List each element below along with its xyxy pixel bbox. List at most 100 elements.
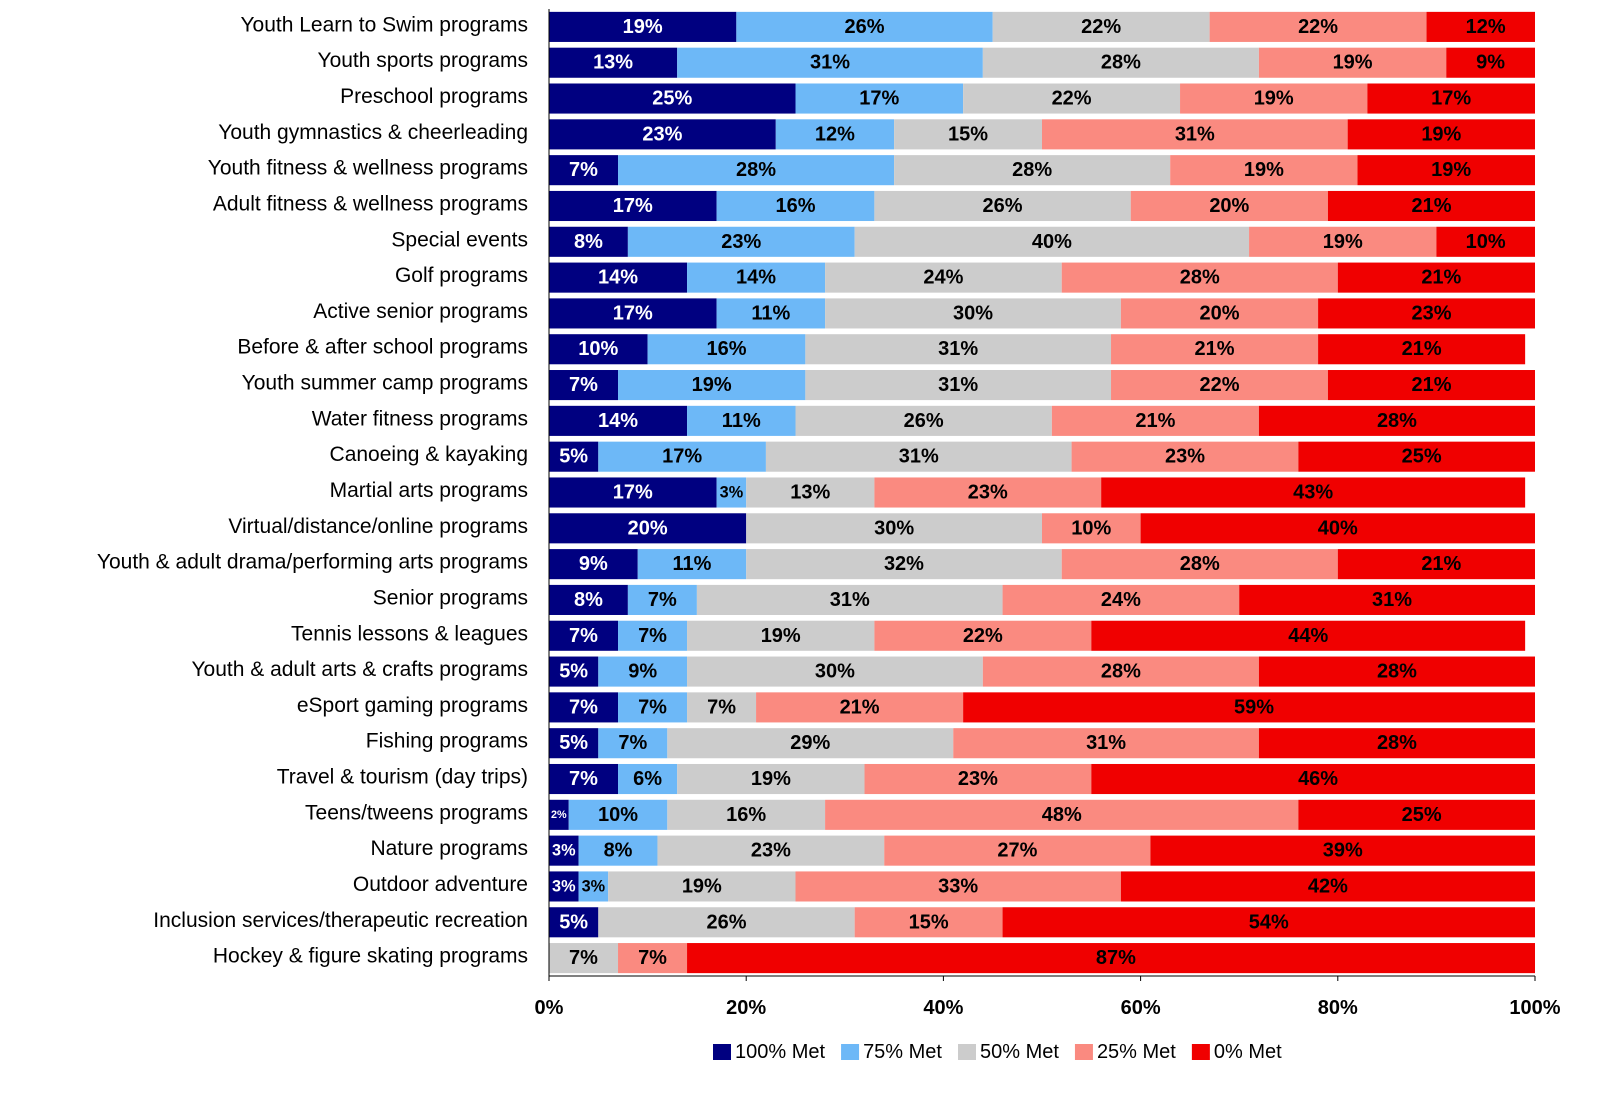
data-label: 9% (579, 553, 608, 575)
data-label: 7% (618, 732, 647, 754)
category-label: Tennis lessons & leagues (291, 622, 528, 645)
data-label: 7% (569, 625, 598, 647)
data-label: 19% (1244, 159, 1284, 181)
bar-segment (598, 441, 766, 472)
bar-segment (1042, 513, 1141, 544)
data-label: 21% (1195, 338, 1235, 360)
x-tick-label: 80% (1318, 997, 1358, 1019)
bar-segment (854, 226, 1250, 257)
bar-segment (1120, 298, 1319, 329)
bar-segment (687, 943, 1535, 974)
category-label: Teens/tweens programs (305, 801, 528, 824)
bar-segment (1258, 405, 1535, 436)
data-label: 19% (692, 374, 732, 396)
bar-segment (1091, 620, 1526, 651)
data-label: 16% (726, 804, 766, 826)
data-label: 21% (840, 696, 880, 718)
bar-segment (894, 119, 1042, 150)
data-label: 31% (938, 338, 978, 360)
data-label: 19% (623, 16, 663, 38)
data-label: 17% (662, 446, 702, 468)
bar-segment (775, 119, 895, 150)
data-label: 9% (628, 661, 657, 683)
data-label: 7% (707, 696, 736, 718)
bar-segment (618, 620, 688, 651)
data-label: 19% (1421, 123, 1461, 145)
data-label: 20% (628, 517, 668, 539)
data-label: 7% (638, 947, 667, 969)
bar-segment (1318, 334, 1526, 365)
bar-segment (1239, 584, 1535, 615)
data-label: 8% (604, 840, 633, 862)
bar-segment (795, 83, 964, 114)
bar-segment (549, 692, 619, 723)
data-label: 22% (963, 625, 1003, 647)
category-label: Water fitness programs (312, 407, 528, 430)
bar-segment (549, 871, 579, 902)
data-label: 44% (1288, 625, 1328, 647)
data-label: 19% (1323, 231, 1363, 253)
category-label: Golf programs (395, 264, 528, 287)
category-label: Hockey & figure skating programs (213, 945, 528, 968)
bar-segment (549, 907, 599, 938)
data-label: 39% (1323, 840, 1363, 862)
data-label: 29% (790, 732, 830, 754)
category-label: Nature programs (370, 837, 528, 860)
bar-segment (549, 83, 796, 114)
data-label: 7% (638, 625, 667, 647)
data-label: 21% (1135, 410, 1175, 432)
data-label: 7% (569, 768, 598, 790)
data-label: 17% (613, 302, 653, 324)
bar-segment (795, 871, 1121, 902)
category-label: eSport gaming programs (297, 694, 528, 717)
bar-segment (1318, 298, 1535, 329)
legend-swatch (713, 1044, 731, 1060)
bar-segment (549, 119, 776, 150)
bar-segment (1337, 262, 1535, 293)
category-label: Active senior programs (313, 300, 528, 323)
x-tick-label: 0% (535, 997, 564, 1019)
bar-segment (805, 370, 1112, 401)
bar-segment (825, 262, 1062, 293)
bar-segment (687, 692, 757, 723)
data-label: 3% (552, 877, 576, 895)
bar-segment (568, 799, 668, 830)
bar-segment (1051, 405, 1259, 436)
bar-segment (874, 190, 1131, 222)
data-label: 10% (1466, 231, 1506, 253)
bar-segment (1258, 656, 1535, 687)
data-label: 11% (751, 302, 790, 324)
bar-segment (1258, 728, 1535, 759)
bar-segment (667, 799, 826, 830)
data-label: 7% (638, 696, 667, 718)
data-label: 22% (1199, 374, 1239, 396)
bar-segment (1298, 799, 1535, 830)
data-label: 30% (874, 517, 914, 539)
bar-segment (746, 549, 1062, 580)
bar-segment (1091, 763, 1535, 795)
data-label: 23% (721, 231, 761, 253)
x-tick-label: 20% (726, 997, 766, 1019)
bar-segment (549, 728, 599, 759)
legend-label: 25% Met (1097, 1041, 1176, 1063)
data-label: 7% (569, 947, 598, 969)
bar-segment (1347, 119, 1535, 150)
bar-segment (549, 334, 648, 365)
data-label: 2% (551, 809, 567, 821)
bar-segment (549, 763, 619, 795)
data-label: 14% (736, 267, 776, 289)
category-label: Youth fitness & wellness programs (208, 157, 528, 180)
bar-segment (963, 83, 1181, 114)
bar-segment (687, 405, 796, 436)
bar-segment (1249, 226, 1437, 257)
bar-segment (549, 943, 619, 974)
data-label: 25% (1402, 446, 1442, 468)
bar-segment (953, 728, 1259, 759)
data-label: 25% (1402, 804, 1442, 826)
bar-segment (716, 190, 875, 222)
data-label: 87% (1096, 947, 1136, 969)
bar-segment (549, 47, 678, 78)
data-label: 20% (1199, 302, 1239, 324)
bar-segment (864, 763, 1092, 795)
bar-segment (963, 692, 1535, 723)
